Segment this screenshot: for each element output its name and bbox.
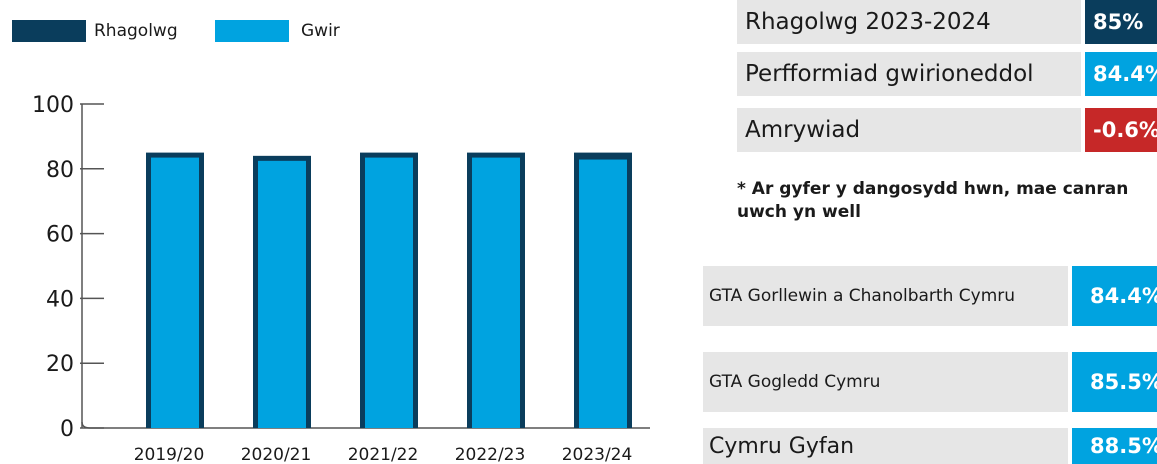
summary-label: Rhagolwg 2023-2024 bbox=[737, 0, 1081, 44]
summary-row-actual: Perfformiad gwirioneddol 84.4% bbox=[737, 52, 1157, 96]
comparison-label: Cymru Gyfan bbox=[703, 428, 1068, 464]
y-tick-label: 0 bbox=[60, 417, 74, 442]
y-tick-label: 80 bbox=[46, 158, 74, 183]
comparison-row: GTA Gorllewin a Chanolbarth Cymru 84.4% bbox=[703, 266, 1157, 326]
summary-value: 85% bbox=[1085, 0, 1157, 44]
legend-label-forecast: Rhagolwg bbox=[94, 21, 178, 41]
legend-item-forecast: Rhagolwg bbox=[12, 20, 212, 44]
legend-swatch-actual bbox=[215, 20, 289, 42]
bar-actual-2023-24 bbox=[579, 159, 627, 428]
summary-value: -0.6% bbox=[1085, 108, 1157, 152]
bar-actual-2022-23 bbox=[472, 157, 520, 428]
x-category-label: 2022/23 bbox=[455, 445, 526, 464]
comparison-value: 85.5% bbox=[1072, 352, 1157, 412]
legend-swatch-forecast bbox=[12, 20, 86, 42]
comparison-value: 84.4% bbox=[1072, 266, 1157, 326]
bar-chart: 0 20 40 60 80 100 2019/20 2020/21 2021/22 2022/2… bbox=[32, 93, 650, 464]
x-category-label: 2020/21 bbox=[241, 445, 312, 464]
summary-label: Perfformiad gwirioneddol bbox=[737, 52, 1081, 96]
indicator-note: * Ar gyfer y dangosydd hwn, mae canran u… bbox=[737, 179, 1129, 222]
comparison-label: GTA Gogledd Cymru bbox=[703, 352, 1068, 412]
x-category-label: 2021/22 bbox=[348, 445, 419, 464]
summary-row-variance: Amrywiad -0.6% bbox=[737, 108, 1157, 152]
summary-label: Amrywiad bbox=[737, 108, 1081, 152]
summary-value: 84.4% bbox=[1085, 52, 1157, 96]
bar-actual-2019-20 bbox=[151, 157, 199, 428]
x-category-label: 2019/20 bbox=[134, 445, 205, 464]
legend-label-actual: Gwir bbox=[301, 21, 340, 41]
comparison-row: GTA Gogledd Cymru 85.5% bbox=[703, 352, 1157, 412]
bars bbox=[146, 152, 632, 428]
summary-row-forecast: Rhagolwg 2023-2024 85% bbox=[737, 0, 1157, 44]
x-category-label: 2023/24 bbox=[562, 445, 633, 464]
comparison-value: 88.5% bbox=[1072, 428, 1157, 464]
y-tick-label: 60 bbox=[46, 223, 74, 248]
comparison-label: GTA Gorllewin a Chanolbarth Cymru bbox=[703, 266, 1068, 326]
y-axis: 0 20 40 60 80 100 bbox=[32, 93, 650, 442]
legend-item-actual: Gwir bbox=[215, 20, 415, 44]
bar-actual-2020-21 bbox=[258, 160, 306, 428]
comparison-row: Cymru Gyfan 88.5% bbox=[703, 428, 1157, 464]
y-tick-label: 40 bbox=[46, 287, 74, 312]
y-tick-label: 100 bbox=[32, 93, 74, 118]
bar-actual-2021-22 bbox=[365, 157, 413, 428]
x-axis-labels: 2019/20 2020/21 2021/22 2022/23 2023/24 bbox=[134, 445, 633, 464]
y-tick-label: 20 bbox=[46, 352, 74, 377]
